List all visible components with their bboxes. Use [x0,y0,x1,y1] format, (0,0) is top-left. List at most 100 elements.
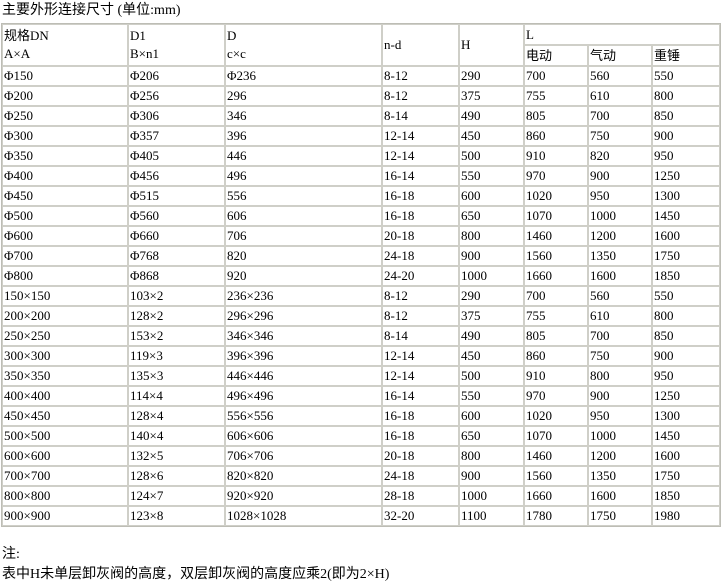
cell-l-pneumatic: 1200 [588,226,652,246]
table-row: Φ450 Φ515 556 16-18 600 1020 950 1300 [2,186,720,206]
cell-l-electric: 1070 [524,206,588,226]
cell-l-electric: 860 [524,346,588,366]
cell-l-pneumatic: 1350 [588,466,652,486]
cell-d1: 119×3 [128,346,225,366]
table-row: Φ800 Φ868 920 24-20 1000 1660 1600 1850 [2,266,720,286]
cell-d: 556×556 [225,406,382,426]
cell-l-counterweight: 850 [652,106,720,126]
cell-h: 500 [459,146,524,166]
cell-h: 500 [459,366,524,386]
cell-dn: Φ350 [2,146,128,166]
cell-nd: 24-18 [382,246,459,266]
table-row: Φ700 Φ768 820 24-18 900 1560 1350 1750 [2,246,720,266]
cell-d1: Φ515 [128,186,225,206]
cell-d1: Φ456 [128,166,225,186]
cell-nd: 16-18 [382,426,459,446]
cell-l-counterweight: 1850 [652,486,720,506]
cell-l-counterweight: 950 [652,146,720,166]
cell-d1: Φ560 [128,206,225,226]
cell-h: 450 [459,126,524,146]
cell-nd: 8-12 [382,66,459,86]
cell-dn: Φ250 [2,106,128,126]
cell-d: Φ236 [225,66,382,86]
cell-nd: 16-14 [382,386,459,406]
cell-d: 606×606 [225,426,382,446]
cell-d: 496 [225,166,382,186]
cell-d: 606 [225,206,382,226]
table-row: 250×250 153×2 346×346 8-14 490 805 700 850 [2,326,720,346]
cell-h: 550 [459,386,524,406]
note-label: 注: [2,547,20,562]
cell-d: 496×496 [225,386,382,406]
cell-d1: 128×6 [128,466,225,486]
cell-l-counterweight: 1300 [652,406,720,426]
cell-dn: Φ500 [2,206,128,226]
cell-l-pneumatic: 1350 [588,246,652,266]
note-text: 表中H未单层卸灰阀的高度，双层卸灰阀的高度应乘2(即为2×H) [2,567,390,582]
cell-dn: 600×600 [2,446,128,466]
cell-l-electric: 700 [524,286,588,306]
table-row: Φ350 Φ405 446 12-14 500 910 820 950 [2,146,720,166]
cell-d1: 132×5 [128,446,225,466]
cell-dn: 150×150 [2,286,128,306]
table-row: Φ500 Φ560 606 16-18 650 1070 1000 1450 [2,206,720,226]
cell-h: 600 [459,406,524,426]
cell-l-pneumatic: 820 [588,146,652,166]
cell-l-pneumatic: 1000 [588,206,652,226]
cell-dn: 300×300 [2,346,128,366]
cell-l-electric: 1020 [524,186,588,206]
cell-d1: 135×3 [128,366,225,386]
cell-nd: 8-12 [382,286,459,306]
cell-l-pneumatic: 950 [588,406,652,426]
cell-d1: 123×8 [128,506,225,526]
cell-l-electric: 755 [524,306,588,326]
header-d-line1: D [227,28,237,43]
cell-l-counterweight: 1850 [652,266,720,286]
cell-l-pneumatic: 900 [588,386,652,406]
cell-h: 490 [459,106,524,126]
cell-dn: 200×200 [2,306,128,326]
cell-l-counterweight: 1600 [652,226,720,246]
cell-d1: Φ256 [128,86,225,106]
cell-d: 1028×1028 [225,506,382,526]
table-row: 400×400 114×4 496×496 16-14 550 970 900 1250 [2,386,720,406]
cell-h: 650 [459,206,524,226]
cell-d: 706 [225,226,382,246]
cell-l-electric: 1560 [524,246,588,266]
table-row: Φ300 Φ357 396 12-14 450 860 750 900 [2,126,720,146]
cell-l-counterweight: 1750 [652,466,720,486]
cell-l-electric: 700 [524,66,588,86]
cell-d1: Φ357 [128,126,225,146]
table-row: Φ200 Φ256 296 8-12 375 755 610 800 [2,86,720,106]
cell-l-counterweight: 1250 [652,386,720,406]
header-l-electric: 电动 [524,45,588,66]
cell-l-electric: 860 [524,126,588,146]
cell-d: 820 [225,246,382,266]
cell-h: 800 [459,446,524,466]
cell-d: 296×296 [225,306,382,326]
cell-d1: Φ206 [128,66,225,86]
cell-dn: 700×700 [2,466,128,486]
cell-l-electric: 1780 [524,506,588,526]
cell-d: 706×706 [225,446,382,466]
cell-nd: 28-18 [382,486,459,506]
cell-l-electric: 1660 [524,266,588,286]
cell-l-pneumatic: 950 [588,186,652,206]
cell-d1: Φ306 [128,106,225,126]
cell-h: 290 [459,286,524,306]
table-row: 150×150 103×2 236×236 8-12 290 700 560 550 [2,286,720,306]
cell-d: 820×820 [225,466,382,486]
cell-l-pneumatic: 750 [588,346,652,366]
cell-l-pneumatic: 560 [588,66,652,86]
table-row: 800×800 124×7 920×920 28-18 1000 1660 1600 1850 [2,486,720,506]
cell-l-counterweight: 1750 [652,246,720,266]
cell-d1: Φ405 [128,146,225,166]
cell-l-electric: 755 [524,86,588,106]
cell-nd: 12-14 [382,126,459,146]
cell-d: 446 [225,146,382,166]
cell-l-electric: 970 [524,166,588,186]
cell-dn: Φ600 [2,226,128,246]
cell-d1: 114×4 [128,386,225,406]
cell-l-counterweight: 1250 [652,166,720,186]
cell-dn: 800×800 [2,486,128,506]
